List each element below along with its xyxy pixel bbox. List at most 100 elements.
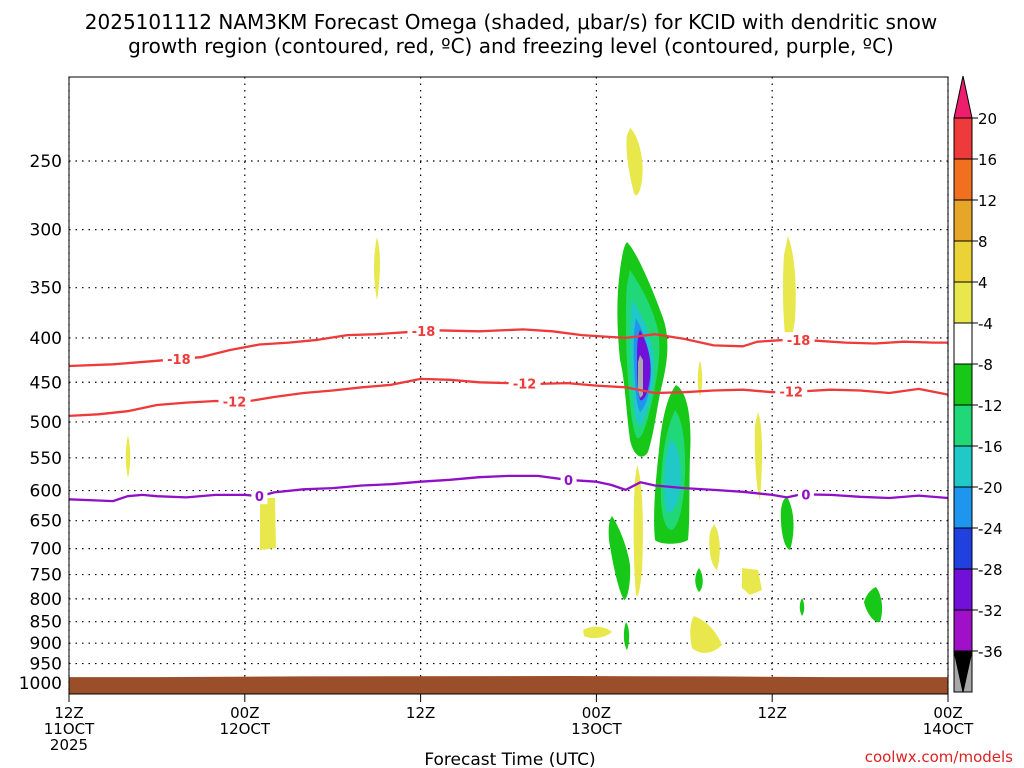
omega-yellow-5 [260, 498, 276, 550]
x-tick-label-24-1: 12Z [406, 704, 435, 722]
colorbar-swatch-6 [953, 363, 973, 406]
colorbar-label-1: 16 [978, 151, 997, 169]
colorbar-swatch-7 [953, 404, 973, 447]
dgz-minus18-line [68, 328, 948, 368]
x-tick-label-0-1: 12Z [54, 704, 83, 722]
colorbar-label-6: -8 [978, 356, 993, 374]
dgz-minus18-label-bg-1 [407, 323, 440, 340]
y-tick-label-700: 700 [30, 540, 62, 560]
colorbar-swatch-9 [953, 486, 973, 529]
dgz-minus18-label-bg-2 [782, 332, 815, 349]
y-tick-label-950: 950 [30, 655, 62, 675]
colorbar-label-7: -12 [978, 397, 1003, 415]
omega-yellow-2 [374, 237, 380, 300]
dgz-minus12-label-bg-2 [775, 383, 808, 400]
x-axis-label: Forecast Time (UTC) [424, 750, 595, 768]
y-tick-label-350: 350 [30, 279, 62, 299]
colorbar: 20 16 12 8 4 -4 -8 -12 -16 -20 -24 -28 -32 -36 [953, 75, 1003, 693]
y-tick-label-300: 300 [30, 221, 62, 241]
colorbar-label-2: 12 [978, 192, 997, 210]
omega-yellow-11 [583, 626, 612, 639]
omega-yellow-4 [125, 435, 131, 478]
freezing-level-zero-line [68, 474, 949, 503]
colorbar-label-13: -36 [978, 643, 1003, 661]
omega-green-lowlevel-5 [799, 598, 805, 616]
plot-area: -18 -18 -18 -12 -12 -12 0 0 0 [68, 76, 949, 695]
dgz-minus18-label-0: -18 [167, 353, 191, 368]
x-tick-label-0-3: 2025 [50, 736, 88, 754]
dgz-minus12-label-bg-0 [218, 393, 251, 410]
dgz-minus12-label-bg-1 [508, 375, 541, 392]
colorbar-label-5: -4 [978, 315, 993, 333]
colorbar-label-9: -20 [978, 479, 1003, 497]
colorbar-swatch-2 [953, 199, 973, 242]
omega-green-lowlevel-2 [623, 622, 630, 650]
omega-cyan-secondary [664, 440, 681, 513]
freezing-level-zero-label-bg-2 [797, 486, 814, 503]
freezing-level-zero-label-1: 0 [564, 474, 573, 489]
colorbar-top-arrow [953, 75, 973, 119]
omega-yellow-10 [742, 568, 762, 595]
omega-green-lowlevel-6 [864, 587, 883, 623]
dgz-minus12-label-1: -12 [513, 378, 537, 393]
x-tick-label-0-2: 11OCT [44, 720, 95, 738]
y-tick-label-750: 750 [30, 566, 62, 586]
colorbar-label-0: 20 [978, 110, 997, 128]
colorbar-label-8: -16 [978, 438, 1003, 456]
y-tick-label-850: 850 [30, 613, 62, 633]
x-tick-label-12-1: 00Z [230, 704, 259, 722]
freezing-level-zero-label-bg-0 [251, 488, 268, 505]
colorbar-swatch-12 [953, 609, 973, 652]
x-tick-label-48-1: 12Z [758, 704, 787, 722]
x-tick-label-60-2: 14OCT [923, 720, 974, 738]
colorbar-bottom-arrow [953, 650, 973, 693]
colorbar-swatch-3 [953, 240, 973, 283]
y-tick-label-800: 800 [30, 590, 62, 610]
omega-green-lowlevel-1 [608, 516, 631, 600]
dgz-minus12-contour: -12 -12 -12 [68, 375, 949, 418]
x-tick-label-36-2: 13OCT [571, 720, 622, 738]
y-tick-label-650: 650 [30, 512, 62, 532]
omega-yellow-3 [782, 236, 796, 346]
y-tick-label-550: 550 [30, 449, 62, 469]
x-tick-label-12-2: 12OCT [220, 720, 271, 738]
colorbar-swatch-5 [953, 322, 973, 365]
y-tick-label-600: 600 [30, 482, 62, 502]
omega-yellow-12 [690, 616, 722, 653]
omega-yellow-1 [626, 128, 643, 196]
colorbar-swatch-8 [953, 445, 973, 488]
y-tick-label-400: 400 [30, 329, 62, 349]
colorbar-label-3: 8 [978, 233, 988, 251]
omega-gray-core [638, 355, 643, 398]
dgz-minus18-label-2: -18 [787, 334, 811, 349]
plot-background [69, 77, 948, 694]
dgz-minus18-label-bg-0 [162, 350, 195, 367]
colorbar-swatch-10 [953, 527, 973, 570]
freezing-level-zero-label-bg-1 [560, 471, 577, 488]
ground-surface [69, 676, 948, 694]
omega-yellow-7 [754, 412, 763, 500]
freezing-level-zero-contour: 0 0 0 [68, 471, 949, 505]
y-tick-label-250: 250 [30, 152, 62, 172]
chart-title-line2: growth region (contoured, red, ºC) and f… [128, 34, 894, 58]
dgz-minus12-label-0: -12 [223, 396, 247, 411]
colorbar-label-4: 4 [978, 274, 988, 292]
y-tick-label-1000: 1000 [19, 674, 62, 694]
y-tick-label-450: 450 [30, 373, 62, 393]
freezing-level-zero-label-2: 0 [801, 488, 810, 503]
plot-border [68, 76, 949, 695]
omega-yellow-9 [709, 524, 720, 570]
colorbar-swatch-11 [953, 568, 973, 611]
dgz-minus12-label-2: -12 [779, 386, 803, 401]
freezing-level-zero-label-0: 0 [255, 490, 264, 505]
omega-green-lowlevel-3 [695, 568, 703, 592]
omega-shading [125, 128, 883, 653]
y-tick-label-900: 900 [30, 634, 62, 654]
omega-yellow-6 [633, 465, 643, 597]
y-axis: 2503003504004505005506006507007508008509… [19, 152, 62, 694]
y-tick-label-500: 500 [30, 413, 62, 433]
dgz-minus18-contour: -18 -18 -18 [68, 323, 948, 368]
credit-text: coolwx.com/models [865, 748, 1013, 766]
